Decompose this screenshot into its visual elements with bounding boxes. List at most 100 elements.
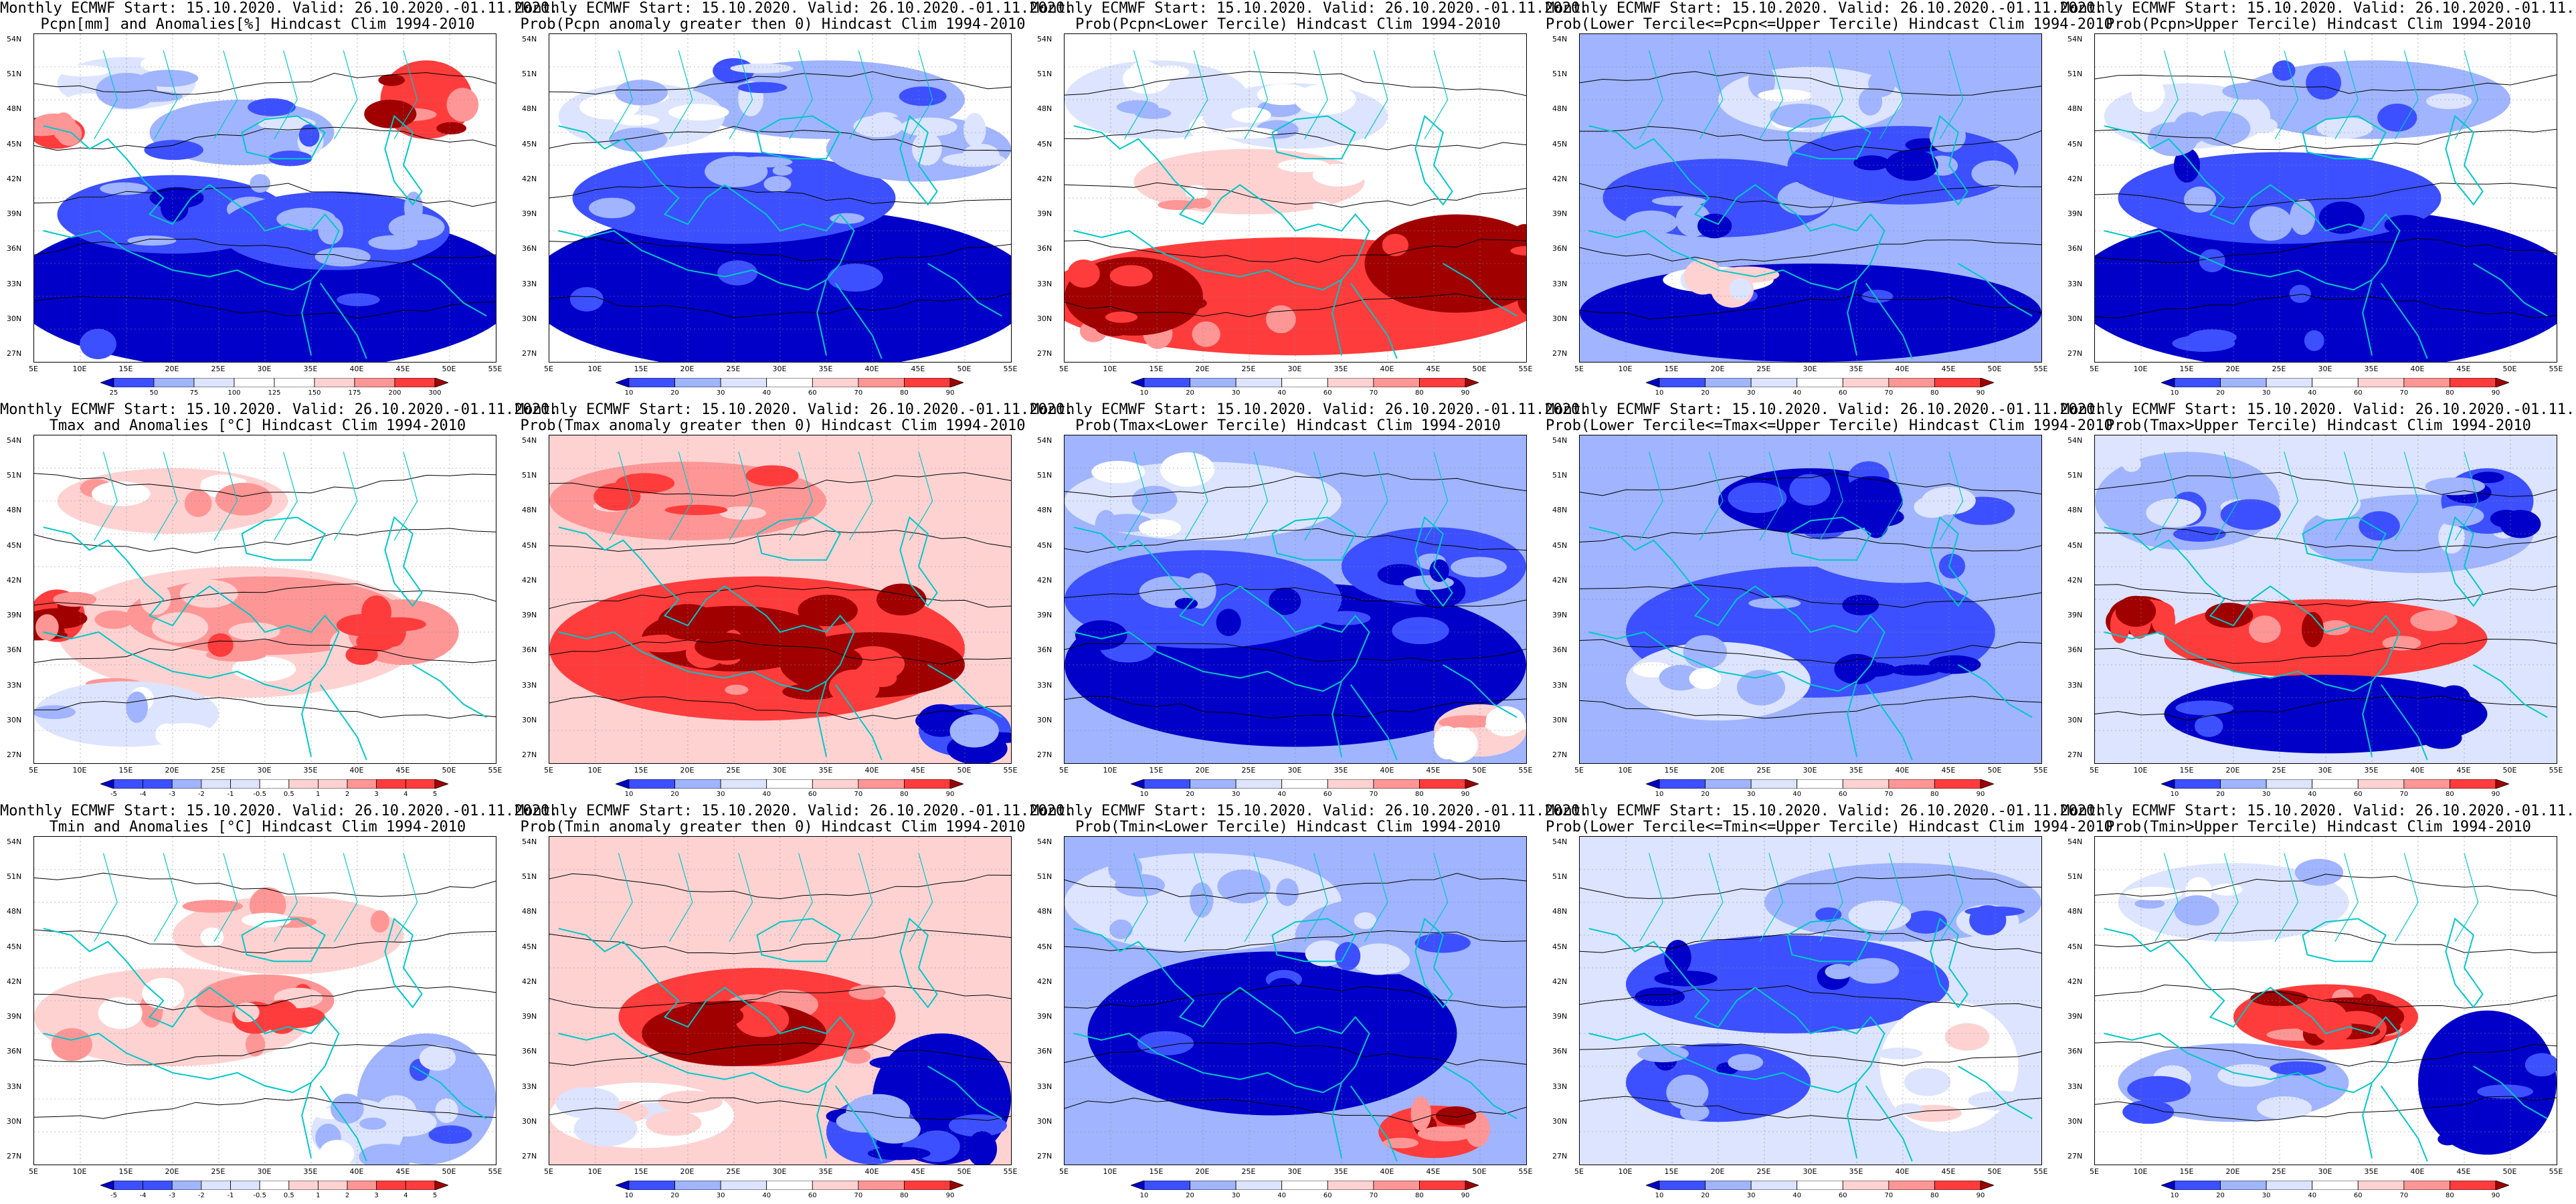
colorbar (2161, 1181, 2509, 1190)
shaded-patch (318, 216, 343, 245)
shaded-patch (1845, 476, 1900, 508)
contour-line (34, 296, 496, 319)
shaded-patch (2359, 511, 2400, 540)
colorbar-segment (1327, 779, 1374, 789)
colorbar-segment (904, 378, 951, 387)
longitude-label: 50E (1472, 1167, 1487, 1176)
colorbar-segment (628, 779, 675, 789)
longitude-label: 10E (2133, 365, 2148, 373)
colorbar-segment (858, 779, 905, 789)
contour-line (34, 583, 496, 607)
shaded-patch (34, 705, 76, 720)
colorbar-segment (2220, 1181, 2267, 1190)
map-frame (1064, 836, 1527, 1165)
map-frame (33, 836, 496, 1165)
contour-line (2095, 528, 2557, 551)
colorbar-label: 30 (1746, 791, 1756, 798)
shaded-patch (2382, 635, 2421, 651)
longitude-label: 20E (680, 365, 695, 373)
country-border (1939, 50, 1964, 140)
panel-title-line2: Prob(Tmin>Upper Tercile) Hindcast Clim 1… (2106, 819, 2531, 835)
colorbar-left-arrow (1131, 378, 1145, 387)
panel-title-line2: Prob(Pcpn>Upper Tercile) Hindcast Clim 1… (2106, 16, 2531, 33)
contour-line (1580, 472, 2041, 496)
longitude-label: 5E (1059, 365, 1069, 373)
longitude-label: 10E (1618, 365, 1633, 373)
contour-line (549, 472, 1011, 496)
shaded-patch (337, 293, 380, 306)
country-border (2154, 452, 2179, 541)
shaded-patch (1305, 940, 1344, 967)
colorbar (100, 1181, 448, 1190)
longitude-label: 40E (864, 1167, 879, 1176)
colorbar-label: 40 (762, 1192, 771, 1199)
colorbar-label: 90 (1461, 1192, 1470, 1199)
latitude-label: 45N (2067, 540, 2083, 550)
sea-outline (384, 114, 423, 206)
country-border (848, 50, 873, 140)
coastline (558, 229, 827, 291)
latitude-label: 48N (1037, 104, 1052, 114)
latitude-label: 45N (1552, 942, 1568, 951)
colorbar-label: 30 (1231, 389, 1240, 397)
latitude-label: 36N (1037, 244, 1052, 254)
longitude-label: 55E (2033, 766, 2048, 775)
contour-line (1580, 294, 2041, 320)
longitude-label: 35E (303, 1167, 318, 1176)
coastline (43, 631, 312, 692)
shaded-patch (1439, 717, 1475, 728)
colorbar-label: 10 (2170, 791, 2179, 798)
colorbar-right-arrow (434, 779, 448, 789)
colorbar-segment (1143, 779, 1190, 789)
contour-line (34, 638, 496, 664)
latitude-label: 30N (522, 314, 537, 323)
colorbar-label: 1 (316, 791, 320, 798)
longitude-label: 40E (349, 766, 364, 775)
country-border (2214, 50, 2239, 140)
colorbar-label: 90 (2491, 389, 2500, 397)
panel-title-line1: Monthly ECMWF Start: 15.10.2020. Valid: … (0, 0, 559, 17)
coastline (1350, 1085, 1398, 1162)
colorbar-segment (259, 779, 290, 789)
latitude-label: 39N (7, 1012, 22, 1021)
latitude-label: 36N (522, 645, 537, 655)
country-border (1879, 853, 1904, 942)
latitude-label: 27N (522, 349, 537, 358)
longitude-label: 50E (1987, 1167, 2002, 1176)
panel-title-line1: Monthly ECMWF Start: 15.10.2020. Valid: … (515, 803, 1074, 819)
latitude-label: 39N (1037, 209, 1052, 219)
panel-title-line1: Monthly ECMWF Start: 15.10.2020. Valid: … (1030, 401, 1589, 418)
shaded-patch (772, 165, 793, 176)
shaded-patch (1091, 460, 1145, 484)
colorbar-label: 30 (716, 791, 725, 798)
map-frame (1579, 33, 2042, 363)
colorbar-label: 70 (2399, 389, 2409, 397)
shaded-patch (1968, 1090, 2033, 1111)
country-border (153, 50, 178, 140)
colorbar-label: 20 (2216, 389, 2225, 397)
colorbar-label: -1 (227, 1192, 234, 1199)
sea-outline (2445, 114, 2484, 206)
shaded-patch (359, 1117, 387, 1130)
latitude-label: 33N (522, 1082, 537, 1091)
longitude-label: 10E (587, 766, 602, 775)
longitude-label: 45E (911, 766, 925, 775)
sea-outline (1414, 114, 1453, 206)
colorbar-segment (1190, 779, 1236, 789)
longitude-label: 15E (118, 365, 133, 373)
latitude-label: 27N (2067, 1152, 2083, 1161)
country-border (789, 50, 813, 140)
colorbar-segment (405, 1181, 436, 1190)
colorbar-label: -3 (169, 791, 176, 798)
country-border (1124, 853, 1148, 942)
latitude-label: 27N (1037, 349, 1052, 358)
shaded-patch (1312, 163, 1366, 187)
shaded-patch (963, 143, 1000, 167)
shaded-patch (1944, 1023, 1990, 1051)
shaded-patch (232, 656, 296, 682)
latitude-label: 39N (1037, 611, 1052, 620)
country-border (1424, 452, 1449, 541)
colorbar-label: 90 (2491, 1192, 2500, 1199)
latitude-label: 42N (1037, 575, 1052, 585)
latitude-label: 39N (1037, 1012, 1052, 1021)
